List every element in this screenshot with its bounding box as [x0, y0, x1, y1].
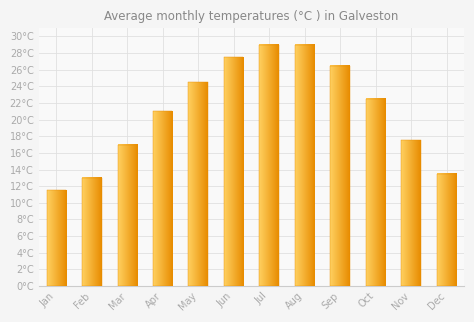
Bar	[366, 99, 385, 286]
Bar	[118, 145, 137, 286]
Bar	[189, 82, 208, 286]
Bar	[437, 174, 456, 286]
Bar	[330, 65, 350, 286]
Title: Average monthly temperatures (°C ) in Galveston: Average monthly temperatures (°C ) in Ga…	[104, 10, 399, 23]
Bar	[401, 140, 421, 286]
Bar	[259, 45, 279, 286]
Bar	[153, 111, 173, 286]
Bar	[46, 190, 66, 286]
Bar	[224, 57, 244, 286]
Bar	[295, 45, 314, 286]
Bar	[82, 178, 101, 286]
